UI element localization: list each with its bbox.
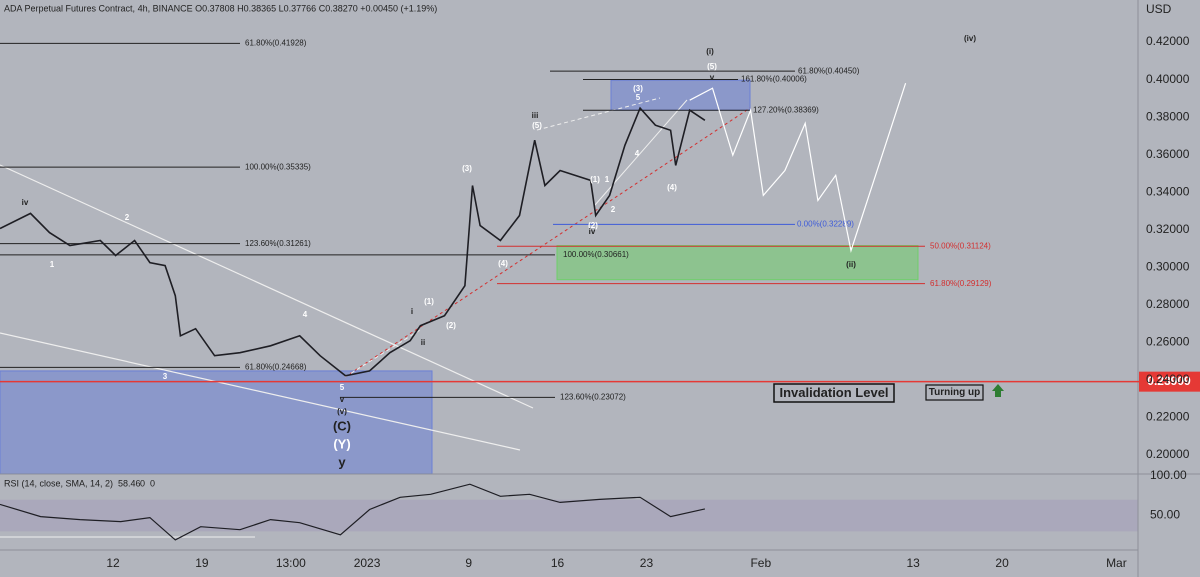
rsi-value: 58.46	[118, 478, 141, 488]
x-tick-label: 23	[640, 556, 654, 570]
wave-label: (4)	[667, 183, 677, 192]
zone	[610, 79, 751, 111]
y-tick-label: 0.40000	[1146, 72, 1190, 86]
price-line	[0, 106, 706, 377]
wave-label: (Y)	[333, 436, 350, 451]
fib-level-label: 100.00%(0.35335)	[245, 162, 311, 171]
price-tag	[1139, 371, 1200, 392]
x-tick-label: 19	[195, 556, 209, 570]
axis-unit: USD	[1146, 2, 1172, 16]
y-tick-label: 0.32000	[1146, 222, 1190, 236]
fib-level-label: 100.00%(0.30661)	[563, 250, 629, 259]
wave-label: v	[710, 73, 715, 82]
wave-label: y	[338, 454, 346, 469]
fib-level-label: 61.80%(0.29129)	[930, 279, 992, 288]
y-tick-label: 0.20000	[1146, 447, 1190, 461]
wave-label: iv	[22, 198, 29, 207]
y-tick-label: 0.26000	[1146, 335, 1190, 349]
rsi-tick-label: 50.00	[1150, 508, 1180, 522]
wave-label: iv	[589, 227, 596, 236]
fib-level-label: 161.80%(0.40006)	[741, 75, 807, 84]
fib-level-label: 61.80%(0.24668)	[245, 363, 307, 372]
x-tick-label: Feb	[750, 556, 771, 570]
wave-label: 4	[635, 149, 640, 158]
x-tick-label: 2023	[354, 556, 381, 570]
wave-label: 1	[50, 260, 55, 269]
wave-label: (ii)	[846, 260, 856, 269]
rsi-band	[0, 499, 1138, 532]
y-tick-label: 0.34000	[1146, 184, 1190, 198]
wave-label: (C)	[333, 418, 351, 433]
trendline	[0, 164, 534, 409]
symbol-header: ADA Perpetual Futures Contract, 4h, BINA…	[4, 3, 437, 13]
zone	[556, 245, 919, 281]
trendline	[0, 332, 521, 451]
up-arrow-icon	[992, 384, 1004, 397]
signal-label: Turning up	[929, 387, 980, 398]
rsi-header: RSI (14, close, SMA, 14, 2)	[4, 478, 113, 488]
wave-label: 3	[163, 372, 168, 381]
wave-label: (4)	[498, 259, 508, 268]
signal-box	[925, 384, 984, 401]
fib-level-label: 127.20%(0.38369)	[753, 105, 819, 114]
y-tick-label: 0.24000	[1146, 372, 1190, 386]
rsi-value: 0	[140, 478, 145, 488]
wave-label: 4	[303, 310, 308, 319]
wave-label: 2	[125, 213, 130, 222]
wave-label: (2)	[446, 321, 456, 330]
wave-label: (iv)	[964, 34, 976, 43]
dashed-trendline	[536, 97, 661, 131]
rsi-tick-label: 100.00	[1150, 468, 1187, 482]
wave-label: (3)	[462, 164, 472, 173]
wave-label: i	[411, 307, 413, 316]
fib-level-label: 50.00%(0.31124)	[930, 241, 991, 250]
fib-level-label: 123.60%(0.31261)	[245, 239, 311, 248]
y-tick-label: 0.30000	[1146, 259, 1190, 273]
wave-label: 5	[340, 383, 345, 392]
y-tick-label: 0.28000	[1146, 297, 1190, 311]
price-tag-label: 0.23909	[1147, 374, 1191, 388]
fib-level-label: 0.00%(0.32289)	[797, 219, 854, 228]
price-line	[0, 483, 706, 541]
y-tick-label: 0.36000	[1146, 147, 1190, 161]
wave-label: iii	[532, 111, 539, 120]
price-line	[689, 83, 907, 253]
x-tick-label: 13	[907, 556, 921, 570]
invalidation-label: Invalidation Level	[779, 385, 888, 400]
y-tick-label: 0.22000	[1146, 410, 1190, 424]
x-tick-label: 16	[551, 556, 565, 570]
wave-label: (1)	[590, 175, 600, 184]
trendline	[594, 99, 688, 206]
wave-label: 5	[636, 93, 641, 102]
x-tick-label: 20	[995, 556, 1009, 570]
wave-label: 2	[611, 205, 616, 214]
wave-label: 1	[605, 175, 610, 184]
wave-label: (1)	[424, 297, 434, 306]
x-tick-label: 13:00	[276, 556, 306, 570]
x-tick-label: 9	[465, 556, 472, 570]
wave-label: (v)	[337, 407, 347, 416]
x-tick-label: Mar	[1106, 556, 1127, 570]
wave-label: v	[340, 395, 345, 404]
fib-level-label: 61.80%(0.40450)	[798, 66, 860, 75]
fib-level-label: 61.80%(0.41928)	[245, 39, 307, 48]
wave-label: (3)	[633, 84, 643, 93]
dashed-trendline	[344, 329, 421, 378]
wave-label: (5)	[532, 121, 542, 130]
rsi-value: 0	[150, 478, 155, 488]
x-tick-label: 12	[106, 556, 120, 570]
wave-label: (i)	[706, 47, 714, 56]
y-tick-label: 0.38000	[1146, 109, 1190, 123]
wave-label: (2)	[588, 221, 598, 230]
y-tick-label: 0.42000	[1146, 34, 1190, 48]
fib-level-label: 123.60%(0.23072)	[560, 392, 626, 401]
wave-label: ii	[421, 338, 425, 347]
invalidation-box	[773, 383, 895, 403]
zone	[0, 370, 433, 475]
wave-label: (5)	[707, 62, 717, 71]
